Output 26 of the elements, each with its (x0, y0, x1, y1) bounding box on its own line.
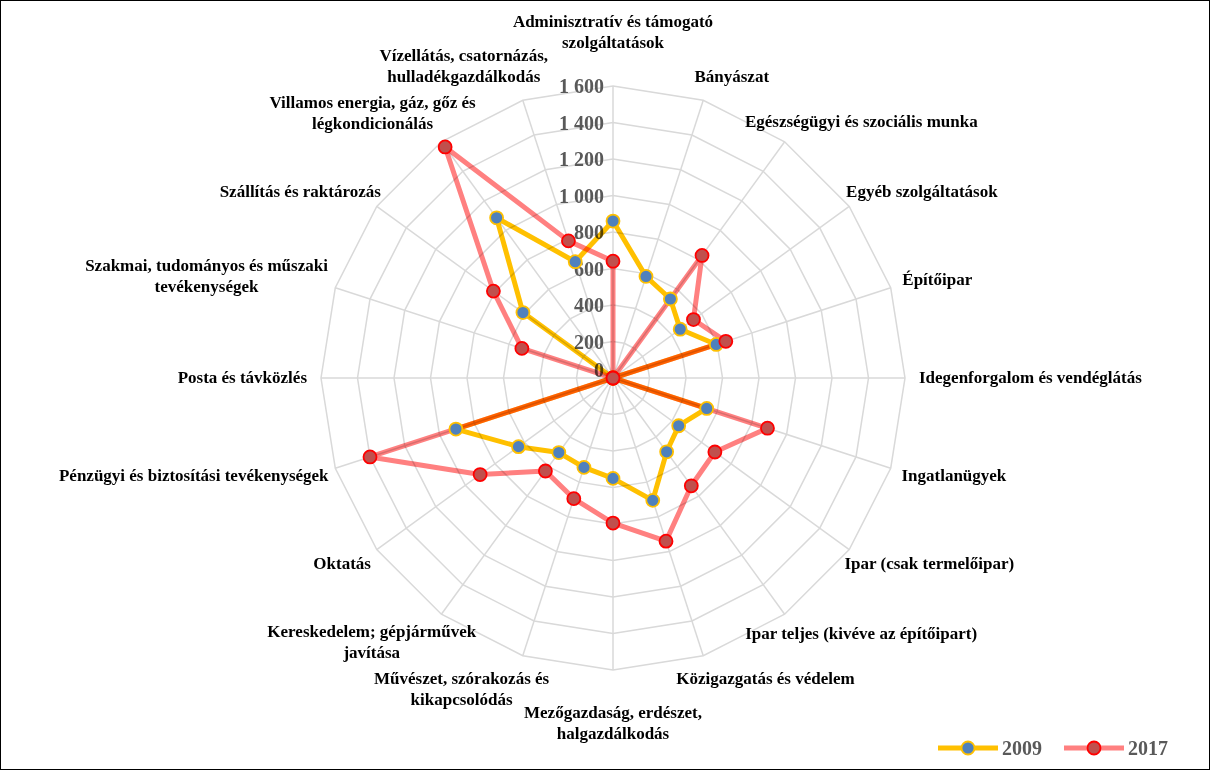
spoke-label: Egyéb szolgáltatások (846, 181, 999, 201)
spoke-label: Kereskedelem; gépjárművek javítása (267, 622, 477, 663)
y-tick-label: 400 (574, 294, 604, 316)
y-tick-label: 1 600 (559, 75, 604, 97)
spoke-label: Oktatás (313, 554, 372, 574)
legend-label: 2017 (1128, 737, 1168, 759)
legend-label: 2009 (1002, 737, 1042, 759)
spoke-label: Villamos energia, gáz, gőz és légkondicionálás (269, 92, 477, 133)
spoke-label: Vízellátás, csatornázás, hulladékgazdálkodás (379, 46, 549, 87)
spoke-label: Ingatlanügyek (901, 465, 1007, 485)
y-tick-label: 1 400 (559, 111, 604, 134)
spoke-label: Szállítás és raktározás (219, 181, 382, 201)
spoke-label: Közigazgatás és védelem (676, 669, 855, 689)
spoke-label: Pénzügyi és biztosítási tevékenységek (58, 465, 330, 485)
y-tick-label: 1 000 (559, 184, 604, 207)
y-tick-label: 1 200 (559, 148, 604, 170)
spoke-label: Bányászat (694, 66, 770, 86)
spoke-label: Posta és távközlés (177, 368, 308, 387)
spoke-label: Egészségügyi és szociális munka (744, 111, 979, 131)
spoke-label: Idegenforgalom és vendéglátás (919, 368, 1143, 387)
spoke-label: Ipar (csak termelőipar) (844, 554, 1015, 574)
spoke-label: Építőipar (902, 270, 973, 290)
y-tick-label: 200 (574, 330, 604, 353)
spoke-label: Mezőgazdaság, erdészet, halgazdálkodás (524, 702, 702, 743)
spoke-label: Szakmai, tudományos és műszaki tevékenységek (85, 256, 329, 297)
spoke-label: Ipar teljes (kivéve az építőipart) (745, 624, 978, 644)
